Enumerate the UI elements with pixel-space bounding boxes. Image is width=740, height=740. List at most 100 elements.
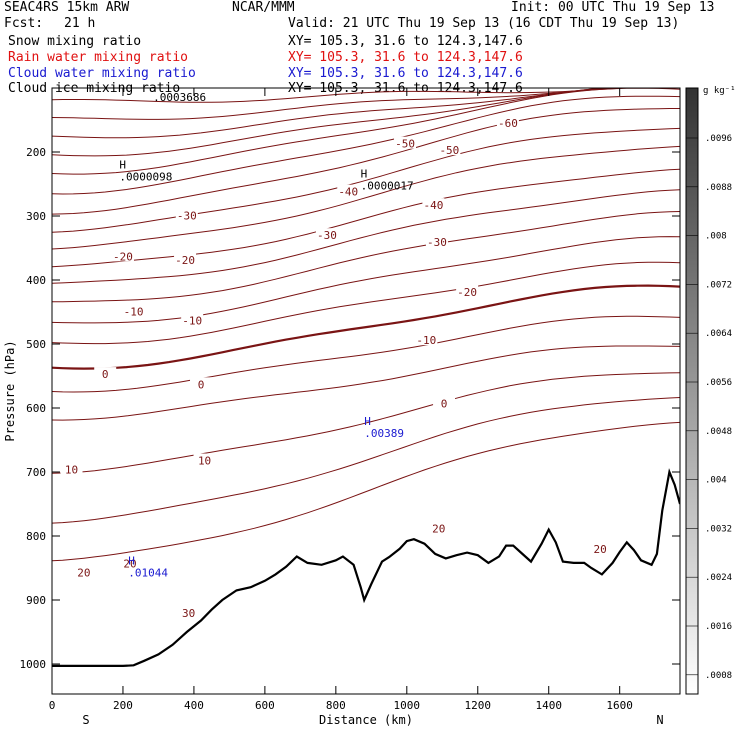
colorbar-label: .0032 bbox=[705, 524, 732, 534]
model-title: SEAC4RS 15km ARW bbox=[4, 0, 130, 15]
temperature-contours bbox=[52, 88, 680, 562]
colorbar-scale bbox=[685, 87, 699, 695]
isotherm-10 bbox=[52, 315, 680, 393]
x-tick-label: 1400 bbox=[535, 699, 562, 712]
contour-label-bg bbox=[72, 565, 95, 578]
plot-frame bbox=[51, 87, 681, 695]
isotherm--10 bbox=[52, 261, 680, 345]
x-tick-label: 1000 bbox=[394, 699, 421, 712]
contour-label-bg bbox=[175, 208, 198, 221]
contour-label: 0 bbox=[102, 368, 109, 381]
contour-label: -30 bbox=[427, 236, 447, 249]
isotherm--80 bbox=[52, 108, 680, 215]
y-tick-label: 900 bbox=[26, 594, 46, 607]
isotherm--70 bbox=[52, 127, 680, 233]
contour-label: -40 bbox=[423, 199, 443, 212]
field-xy-cloud-water: XY= 105.3, 31.6 to 124.3,147.6 bbox=[288, 66, 523, 81]
y-axis-label: Pressure (hPa) bbox=[3, 340, 17, 441]
contour-label-bg bbox=[496, 116, 519, 129]
contour-label: 10 bbox=[65, 463, 78, 476]
y-tick-label: 700 bbox=[26, 466, 46, 479]
contour-label-bg bbox=[337, 184, 360, 197]
field-xy-rain: XY= 105.3, 31.6 to 124.3,147.6 bbox=[288, 50, 523, 65]
contour-label-bg bbox=[422, 198, 445, 211]
contour-label: 10 bbox=[198, 454, 211, 467]
contour-label: -60 bbox=[498, 117, 518, 130]
contour-label-bg bbox=[190, 377, 213, 390]
isotherm-40 bbox=[52, 397, 680, 524]
contour-label: -10 bbox=[182, 314, 202, 327]
isotherm--140 bbox=[52, 88, 633, 103]
isotherm--90 bbox=[52, 95, 680, 195]
org-label: NCAR/MMM bbox=[232, 0, 295, 15]
contour-label-bg bbox=[60, 462, 83, 475]
field-name-cloud-water: Cloud water mixing ratio bbox=[8, 66, 196, 81]
contour-label: 20 bbox=[594, 543, 607, 556]
contour-label-bg bbox=[425, 235, 448, 248]
colorbar-label: .0056 bbox=[705, 378, 732, 388]
colorbar: g kg⁻¹ .0096 .0088 .008 .0072 .0064 .0056 .0048… bbox=[685, 86, 736, 695]
isotherm-0 bbox=[52, 284, 680, 370]
contour-label-bg bbox=[394, 136, 417, 149]
forecast-hour: 21 h bbox=[64, 16, 96, 31]
contour-label-bg bbox=[456, 285, 479, 298]
y-tick-label: 600 bbox=[26, 402, 46, 415]
south-label: S bbox=[82, 713, 89, 727]
isotherm--30 bbox=[52, 211, 680, 303]
contour-label-bg bbox=[438, 143, 461, 156]
contour-label: -30 bbox=[177, 209, 197, 222]
isotherm-50 bbox=[52, 421, 680, 562]
x-axis-label: Distance (km) bbox=[319, 713, 413, 727]
valid-time: Valid: 21 UTC Thu 19 Sep 13 (16 CDT Thu … bbox=[288, 16, 680, 31]
contour-label-bg bbox=[181, 313, 204, 326]
forecast-label: Fcst: bbox=[4, 16, 44, 31]
x-tick-label: 800 bbox=[326, 699, 346, 712]
contour-label-bg bbox=[94, 367, 117, 380]
contour-label-bg bbox=[174, 253, 197, 266]
colorbar-label: .008 bbox=[705, 232, 727, 242]
isotherm--100 bbox=[52, 88, 680, 175]
high-marker: H bbox=[128, 555, 135, 568]
field-xy-snow: XY= 105.3, 31.6 to 124.3,147.6 bbox=[288, 34, 523, 49]
colorbar-label: .0072 bbox=[705, 280, 732, 290]
north-label: N bbox=[656, 713, 663, 727]
contour-label: 20 bbox=[123, 558, 136, 571]
isotherm-30 bbox=[52, 372, 680, 474]
field-name-rain: Rain water mixing ratio bbox=[8, 50, 189, 65]
colorbar-label: .0008 bbox=[705, 671, 732, 681]
contour-label: -20 bbox=[113, 250, 133, 263]
contour-label-bg bbox=[427, 521, 450, 534]
init-time: Init: 00 UTC Thu 19 Sep 13 bbox=[511, 0, 715, 15]
high-marker: H bbox=[361, 168, 368, 181]
isotherm-20 bbox=[52, 345, 680, 421]
high-marker: H bbox=[364, 415, 371, 428]
isotherm--40 bbox=[52, 189, 680, 284]
contour-label: -30 bbox=[317, 229, 337, 242]
terrain-mask bbox=[52, 472, 680, 694]
y-tick-label: 800 bbox=[26, 530, 46, 543]
colorbar-label: .004 bbox=[705, 476, 727, 486]
contour-label-bg bbox=[433, 396, 456, 409]
contour-labels: -60 -50 -50 -40 -40 -30 -30 -30 -20 -20 -20 -10 -10 -… bbox=[60, 91, 612, 620]
contour-label: 20 bbox=[77, 566, 90, 579]
y-tick-label: 500 bbox=[26, 338, 46, 351]
contour-label: 0 bbox=[441, 398, 448, 411]
contour-label: -50 bbox=[439, 144, 459, 157]
contour-label-bg bbox=[111, 249, 134, 262]
contour-label: 20 bbox=[432, 522, 445, 535]
isotherm--20 bbox=[52, 236, 680, 324]
high-marker: H bbox=[119, 159, 126, 172]
contour-label: -10 bbox=[124, 305, 144, 318]
contour-label-bg bbox=[122, 304, 145, 317]
top-mixing-ratio-label: .0003686 bbox=[153, 91, 206, 104]
contour-label: -40 bbox=[338, 186, 358, 199]
colorbar-label: .0024 bbox=[705, 573, 732, 583]
colorbar-label: .0048 bbox=[705, 427, 732, 437]
x-tick-label: 1600 bbox=[606, 699, 633, 712]
colorbar-label: .0064 bbox=[705, 329, 732, 339]
isotherm--50 bbox=[52, 168, 680, 268]
contour-label-bg bbox=[177, 605, 200, 618]
contour-label: -20 bbox=[457, 286, 477, 299]
